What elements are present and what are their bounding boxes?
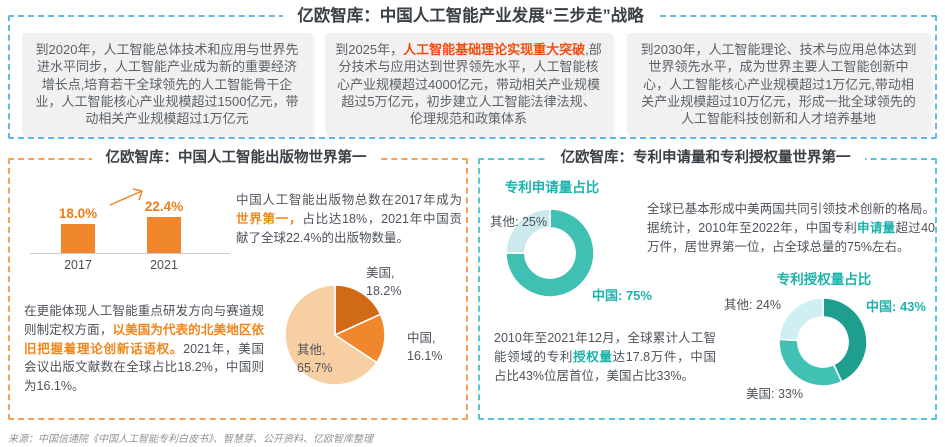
bar-2021: [147, 217, 181, 253]
applications-callout-others: 其他: 25%: [490, 215, 547, 229]
pie-slice-美国: [778, 338, 843, 387]
patents-title: 亿欧智库：专利申请量和专利授权量世界第一: [546, 146, 865, 167]
category-2021: 2021: [150, 258, 178, 272]
strategy-title: 亿欧智库：中国人工智能产业发展“三步走”战略: [283, 2, 658, 26]
patents-para2-pre: 2010年至2021年12月，全球累计人工智能领域的专利: [494, 331, 716, 364]
pie-callout-others: 其他, 65.7%: [297, 343, 333, 376]
pie-slice-其他: [505, 208, 551, 254]
patent-grants-donut-title: 专利授权量占比: [776, 272, 872, 287]
bar-chart-categories: 2017 2021: [30, 254, 230, 272]
pie-slice-中国: [505, 208, 595, 298]
publications-para1-post: 占比达18%，2021年中国贡献了全球22.4%的出版物数量。: [236, 211, 462, 245]
patents-paragraph-1: 全球已基本形成中美两国共同引领技术创新的格局。据统计，2010年至2022年，中…: [647, 200, 935, 256]
pie-callout-china: 中国, 16.1%: [407, 331, 443, 364]
patents-para1-pre: 全球已基本形成中美两国共同引领技术创新的格局。据统计，2010年至2022年，中…: [647, 202, 935, 235]
publications-para1-pre: 中国人工智能出版物总数在2017年成为: [236, 193, 462, 207]
applications-callout-china: 中国: 75%: [592, 288, 652, 303]
strategy-title-row: 亿欧智库：中国人工智能产业发展“三步走”战略: [8, 2, 933, 26]
bar-group-2021: 22.4%: [144, 199, 184, 253]
publications-paragraph-2: 在更能体现人工智能重点研发方向与赛道规则制定权方面，以美国为代表的北美地区依旧把…: [24, 302, 264, 396]
pie-slice-其他: [284, 284, 378, 386]
increase-arrow-icon: [109, 188, 143, 206]
publications-para1-highlight: 世界第一，: [236, 211, 303, 226]
patent-applications-donut-chart: [505, 208, 595, 298]
bar-value-2017: 18.0%: [58, 206, 98, 221]
patents-para1-post: 超过40万件，居世界第一位，占全球总量的75%左右。: [647, 220, 935, 254]
strategy-box-2030: 到2030年，人工智能理论、技术与应用总体达到世界领先水平，成为世界主要人工智能…: [627, 33, 930, 136]
patents-paragraph-2: 2010年至2021年12月，全球累计人工智能领域的专利授权量达17.8万件，中…: [494, 329, 716, 385]
pie-slice-中国: [333, 313, 386, 364]
bar-group-2017: 18.0%: [58, 206, 98, 253]
publications-para2-highlight: 以美国为代表的北美地区依旧把握着理论创新话语权。: [24, 322, 264, 356]
grants-callout-usa: 美国: 33%: [746, 387, 803, 401]
publications-para2-pre: 在更能体现人工智能重点研发方向与赛道规则制定权方面，: [24, 304, 264, 337]
grants-callout-others: 其他: 24%: [724, 298, 781, 312]
publications-title: 亿欧智库：中国人工智能出版物世界第一: [91, 146, 381, 167]
bar-chart-axis: [30, 253, 230, 254]
strategy-box-2020-text: 到2020年，人工智能总体技术和应用与世界先进水平同步，人工智能产业成为新的重要…: [35, 42, 299, 127]
patent-applications-donut-title: 专利申请量占比: [504, 180, 600, 195]
strategy-box-2030-text: 到2030年，人工智能理论、技术与应用总体达到世界领先水平，成为世界主要人工智能…: [640, 42, 917, 127]
category-2017: 2017: [64, 258, 92, 272]
strategy-box-2025-pre: 到2025年，: [335, 42, 404, 57]
patents-title-row: 亿欧智库：专利申请量和专利授权量世界第一: [478, 146, 933, 167]
publications-paragraph-1: 中国人工智能出版物总数在2017年成为世界第一，占比达18%，2021年中国贡献…: [236, 191, 462, 247]
strategy-box-2025: 到2025年，人工智能基础理论实现重大突破,部分技术与应用达到世界领先水平，人工…: [325, 33, 612, 136]
pie-slice-其他: [778, 297, 824, 342]
publications-title-row: 亿欧智库：中国人工智能出版物世界第一: [8, 146, 464, 167]
pie-callout-usa: 美国, 18.2%: [366, 266, 402, 299]
strategy-box-2025-highlight: 人工智能基础理论实现重大突破: [403, 42, 586, 57]
publications-para2-post: 2021年，美国会议出版文献数在全球占比18.2%，中国则为16.1%。: [24, 341, 264, 394]
strategy-box-2020: 到2020年，人工智能总体技术和应用与世界先进水平同步，人工智能产业成为新的重要…: [22, 33, 312, 136]
publications-pie-chart: [284, 284, 386, 386]
patents-para2-post: 达17.8万件，中国占比43%位居首位，美国占比33%。: [494, 349, 716, 383]
strategy-box-2025-post: ,部分技术与应用达到世界领先水平，人工智能核心产业规模超过4000亿元，带动相关…: [337, 42, 602, 127]
bar-2017: [61, 224, 95, 253]
bar-plot-area: 18.0% 22.4%: [30, 181, 230, 253]
publications-bar-chart: 18.0% 22.4% 2017 2021: [30, 181, 230, 272]
source-note: 来源：中国信通院《中国人工智能专利白皮书》、智慧芽、公开资料、亿欧智库整理: [8, 434, 373, 445]
pie-slice-中国: [822, 297, 868, 383]
patents-para2-highlight: 授权量: [573, 349, 613, 364]
grants-callout-china: 中国: 43%: [866, 299, 926, 314]
patent-grants-donut-chart: [778, 297, 868, 387]
bar-value-2021: 22.4%: [144, 199, 184, 214]
patents-para1-highlight: 申请量: [857, 220, 896, 235]
pie-slice-美国: [334, 284, 382, 337]
